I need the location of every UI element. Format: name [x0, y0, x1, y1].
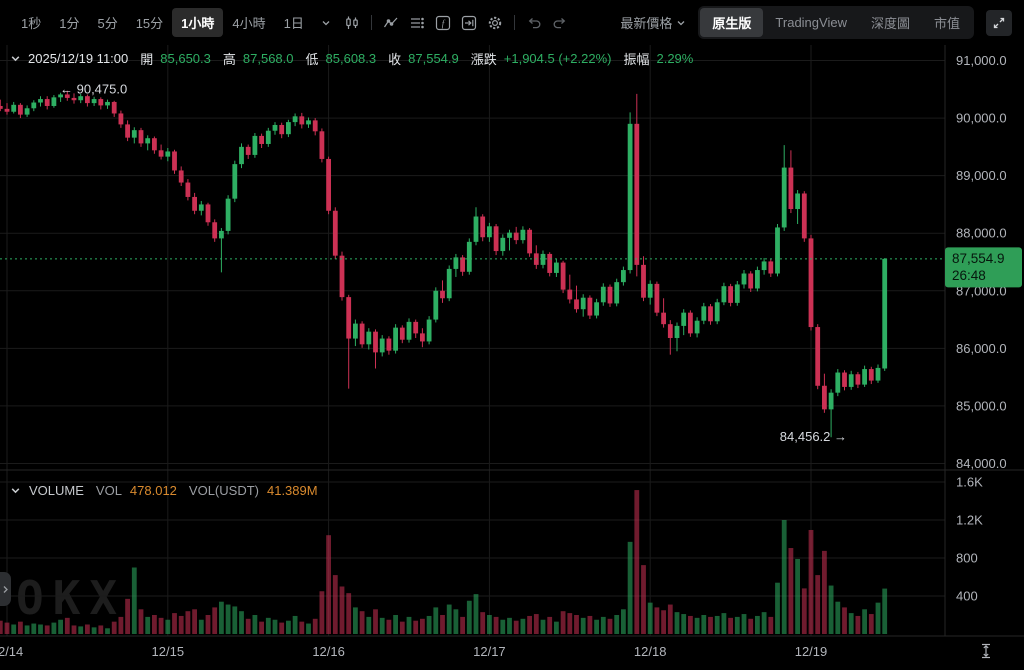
change-label: 漲跌	[470, 52, 497, 67]
fullscreen-button[interactable]	[986, 9, 1012, 36]
close-label: 收	[388, 52, 402, 67]
timeframe-1h[interactable]: 1小時	[172, 8, 224, 37]
ohlc-info-bar: 2025/12/19 11:00 開 85,650.3 高 87,568.0 低…	[10, 49, 693, 68]
low-value: 85,608.3	[325, 51, 377, 66]
amplitude-label: 振幅	[623, 52, 650, 67]
expand-side-panel-button[interactable]	[0, 572, 11, 606]
svg-text:400: 400	[956, 589, 978, 604]
change-value: +1,904.5 (+2.22%)	[503, 51, 612, 66]
toolbar-divider	[370, 15, 372, 30]
svg-text:85,000.0: 85,000.0	[956, 398, 1007, 413]
svg-text:12/16: 12/16	[312, 644, 345, 659]
svg-text:← 90,475.0: ← 90,475.0	[60, 82, 127, 97]
candle-datetime: 2025/12/19 11:00	[28, 51, 129, 66]
vol-usdt-value: 41.389M	[266, 483, 318, 498]
vol-label: VOL	[95, 483, 122, 498]
svg-text:26:48: 26:48	[952, 268, 986, 283]
okx-watermark-logo: OKX	[16, 571, 127, 625]
low-label: 低	[305, 52, 319, 67]
chevron-down-icon	[677, 20, 685, 25]
svg-text:12/18: 12/18	[634, 644, 667, 659]
toolbar-divider	[513, 15, 515, 30]
undo-icon[interactable]	[521, 10, 547, 36]
svg-text:12/14: 12/14	[0, 644, 23, 659]
chart-view-switcher: 原生版 TradingView 深度圖 市值	[698, 6, 974, 39]
chevron-right-icon	[3, 585, 8, 593]
price-source-dropdown[interactable]: 最新價格	[620, 13, 686, 32]
high-value: 87,568.0	[242, 51, 294, 66]
chart-toolbar: 1秒 1分 5分 15分 1小時 4小時 1日	[0, 0, 1024, 45]
vol-usdt-label: VOL(USDT)	[188, 483, 259, 498]
svg-text:88,000.0: 88,000.0	[956, 226, 1007, 241]
svg-text:800: 800	[956, 551, 978, 566]
open-value: 85,650.3	[160, 51, 211, 66]
formula-icon[interactable]: f	[430, 10, 456, 36]
timeframe-4h[interactable]: 4小時	[232, 16, 266, 31]
collapse-volume-chevron-icon[interactable]	[10, 485, 21, 496]
svg-text:12/15: 12/15	[152, 644, 185, 659]
svg-text:89,000.0: 89,000.0	[956, 168, 1007, 183]
go-to-latest-icon[interactable]	[456, 10, 482, 36]
line-chart-icon[interactable]	[378, 10, 404, 36]
tab-depth-chart[interactable]: 深度圖	[870, 16, 910, 31]
timeframe-dropdown-chevron-icon[interactable]	[313, 10, 339, 36]
expand-icon	[993, 17, 1005, 28]
svg-text:87,554.9: 87,554.9	[952, 251, 1005, 266]
collapse-pane-chevron-icon[interactable]	[10, 53, 21, 64]
chart-settings-gear-icon[interactable]	[482, 10, 508, 36]
svg-text:86,000.0: 86,000.0	[956, 341, 1007, 356]
vol-value: 478.012	[129, 483, 177, 498]
tab-native-chart[interactable]: 原生版	[700, 8, 764, 37]
high-label: 高	[222, 52, 236, 67]
timeframe-1d[interactable]: 1日	[283, 16, 304, 31]
indicator-list-icon[interactable]	[404, 10, 430, 36]
svg-text:1.2K: 1.2K	[956, 513, 983, 528]
timeframe-1m[interactable]: 1分	[59, 16, 80, 31]
svg-text:90,000.0: 90,000.0	[956, 111, 1007, 126]
timeframe-15m[interactable]: 15分	[135, 16, 164, 31]
amplitude-value: 2.29%	[656, 51, 694, 66]
close-value: 87,554.9	[408, 51, 459, 66]
vertical-scale-icon	[982, 643, 990, 659]
volume-info-bar: VOLUME VOL 478.012 VOL(USDT) 41.389M	[10, 483, 318, 498]
tab-market-cap[interactable]: 市值	[933, 16, 960, 31]
svg-text:84,456.2 →: 84,456.2 →	[780, 429, 847, 444]
redo-icon[interactable]	[547, 10, 573, 36]
svg-text:f: f	[442, 18, 446, 28]
price-scale-adjust-button[interactable]	[974, 640, 998, 662]
volume-title: VOLUME	[29, 483, 84, 498]
svg-text:1.6K: 1.6K	[956, 475, 983, 490]
candle-style-icon[interactable]	[339, 10, 365, 36]
svg-text:84,000.0: 84,000.0	[956, 456, 1007, 471]
price-source-label: 最新價格	[620, 16, 673, 31]
svg-text:12/19: 12/19	[795, 644, 828, 659]
svg-text:12/17: 12/17	[473, 644, 506, 659]
open-label: 開	[140, 52, 154, 67]
timeframe-5m[interactable]: 5分	[97, 16, 118, 31]
candlestick-chart[interactable]: 91,000.090,000.089,000.088,000.087,000.0…	[0, 45, 1024, 670]
toolbar-right-group: 最新價格 原生版 TradingView 深度圖 市值	[620, 6, 1012, 39]
timeframe-1s[interactable]: 1秒	[21, 16, 42, 31]
svg-text:91,000.0: 91,000.0	[956, 53, 1007, 68]
tab-tradingview[interactable]: TradingView	[775, 15, 847, 30]
